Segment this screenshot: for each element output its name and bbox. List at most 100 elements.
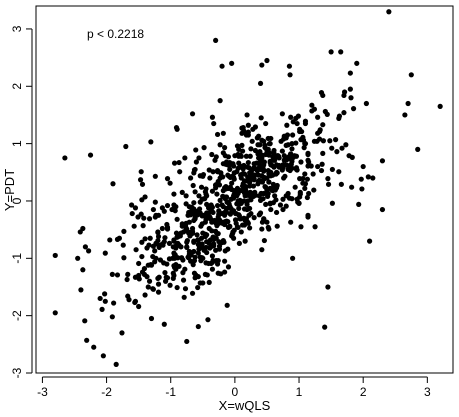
data-point <box>97 295 103 302</box>
data-point <box>102 250 108 256</box>
data-point <box>164 202 171 209</box>
data-point <box>174 216 180 222</box>
data-point <box>77 229 83 235</box>
data-point <box>113 361 119 367</box>
data-point <box>302 141 308 147</box>
data-point <box>240 181 246 187</box>
data-point <box>243 153 250 159</box>
data-point <box>110 181 116 187</box>
data-point <box>267 159 273 166</box>
data-point <box>189 207 195 213</box>
data-point <box>145 262 151 268</box>
data-point <box>220 130 226 136</box>
data-point <box>191 167 198 173</box>
data-point <box>167 282 173 288</box>
y-tick-label: -1 <box>10 253 24 264</box>
data-point <box>121 228 127 234</box>
data-point <box>216 208 222 214</box>
data-point <box>170 270 176 276</box>
data-point <box>239 142 245 148</box>
data-point <box>161 239 167 245</box>
data-point <box>181 294 187 300</box>
data-point <box>289 165 295 171</box>
data-point <box>279 167 285 173</box>
data-point <box>171 160 178 166</box>
data-point <box>333 137 339 143</box>
data-point <box>365 174 371 180</box>
data-point <box>379 206 386 213</box>
data-point <box>131 223 137 229</box>
data-point <box>302 185 308 191</box>
data-point <box>225 224 232 230</box>
data-point <box>281 136 287 142</box>
data-point <box>223 218 230 224</box>
data-point <box>209 253 216 259</box>
data-point <box>242 217 248 224</box>
data-point <box>302 171 308 177</box>
data-point <box>91 344 97 350</box>
data-point <box>223 205 230 212</box>
data-point <box>256 212 262 218</box>
data-point <box>214 131 221 138</box>
data-point <box>254 160 260 166</box>
data-point <box>259 226 265 232</box>
data-point <box>294 196 300 202</box>
data-point <box>214 167 221 174</box>
data-point <box>415 146 421 152</box>
data-point <box>99 306 105 312</box>
data-point <box>177 169 183 175</box>
data-point <box>347 70 353 76</box>
data-point <box>193 159 199 165</box>
data-point <box>222 269 228 275</box>
data-point <box>195 274 201 280</box>
data-point <box>184 226 190 232</box>
plot-frame <box>35 5 454 374</box>
data-point <box>298 159 304 165</box>
data-point <box>265 135 271 142</box>
data-point <box>133 247 139 253</box>
data-point <box>320 92 326 99</box>
data-point <box>199 241 205 247</box>
data-point <box>294 120 300 127</box>
data-point <box>201 196 207 202</box>
data-point <box>245 159 251 166</box>
data-point <box>223 194 230 200</box>
data-point <box>290 132 296 138</box>
data-point <box>189 290 196 296</box>
data-point <box>206 240 212 246</box>
data-point <box>225 185 232 191</box>
data-point <box>196 193 202 199</box>
data-point <box>336 113 343 119</box>
y-tick-label: 1 <box>10 140 24 147</box>
data-point <box>251 215 257 221</box>
data-point <box>102 291 108 297</box>
data-point <box>171 238 177 244</box>
data-point <box>224 302 230 308</box>
data-point <box>252 192 259 198</box>
data-point <box>320 122 326 128</box>
data-point <box>184 338 190 345</box>
data-point <box>182 266 188 272</box>
data-point <box>152 199 158 205</box>
data-point <box>182 155 188 161</box>
data-point <box>280 196 286 202</box>
data-point <box>288 219 294 225</box>
data-point <box>261 176 267 182</box>
data-point <box>259 152 265 158</box>
data-point <box>286 63 293 69</box>
data-point <box>189 231 195 237</box>
data-point <box>402 112 408 118</box>
data-point <box>318 167 325 174</box>
data-point <box>180 277 187 283</box>
data-point <box>229 180 235 186</box>
data-point <box>194 232 200 238</box>
x-tick-label: 3 <box>424 385 431 399</box>
data-point <box>163 274 169 280</box>
data-point <box>298 137 304 143</box>
data-point <box>236 146 242 152</box>
data-point <box>173 204 179 210</box>
data-point <box>360 163 366 170</box>
data-point <box>146 278 153 284</box>
data-point <box>240 170 246 177</box>
data-point <box>267 141 273 147</box>
